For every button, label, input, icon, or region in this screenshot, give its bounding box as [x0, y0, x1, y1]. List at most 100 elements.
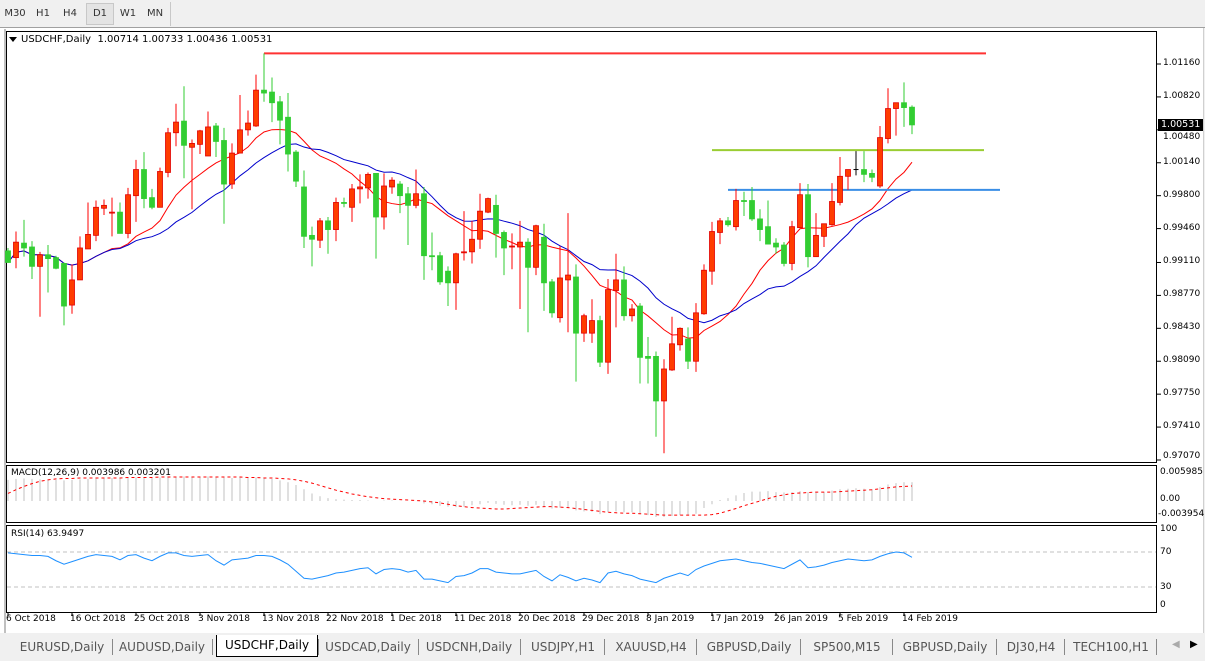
candle	[557, 246, 563, 323]
chart-tab[interactable]: USDCHF,Daily	[216, 635, 318, 657]
price-axis-label: 0.98090	[1163, 355, 1201, 366]
candle-body	[549, 281, 555, 314]
ma-fast-line	[7, 129, 913, 339]
candle	[901, 82, 907, 127]
candle-body	[509, 245, 515, 248]
timeframe-toolbar: M30 H1 H4 D1 W1 MN	[0, 0, 1205, 28]
tab-separator	[696, 639, 697, 655]
candle-body	[261, 89, 267, 94]
candle-body	[477, 210, 483, 240]
candle	[749, 186, 755, 221]
candle	[37, 251, 43, 317]
candle	[469, 220, 475, 264]
candle-body	[485, 198, 491, 213]
candle	[405, 186, 411, 246]
tab-scroll-right-icon[interactable]: ▶	[1190, 639, 1198, 650]
chart-tab[interactable]: EURUSD,Daily	[19, 640, 105, 654]
chart-tab[interactable]: TECH100,H1	[1073, 640, 1149, 654]
candle-body	[741, 200, 747, 202]
chart-tab[interactable]: USDCAD,Daily	[325, 640, 411, 654]
candle-body	[357, 186, 363, 190]
candle	[725, 216, 731, 227]
price-axis-label: 0.97750	[1163, 388, 1201, 399]
horizontal-lines[interactable]	[264, 52, 1000, 191]
candle-body	[789, 226, 795, 264]
price-axis-label: 0.99800	[1163, 189, 1201, 200]
timeframe-m30-button[interactable]: M30	[4, 8, 26, 19]
candle	[885, 88, 891, 144]
candle	[677, 327, 683, 351]
candle	[845, 169, 851, 190]
candle-body	[501, 232, 507, 249]
macd-axis-max: 0.005985	[1160, 467, 1203, 477]
candle-body	[805, 194, 811, 258]
candle	[213, 123, 219, 157]
candle	[685, 327, 691, 369]
collapse-triangle-icon[interactable]	[9, 36, 17, 42]
candle-body	[317, 220, 323, 241]
rsi-axis-0: 0	[1160, 600, 1166, 610]
candle-body	[125, 194, 131, 234]
candle-body	[669, 343, 675, 371]
candle-body	[685, 338, 691, 362]
candle	[381, 173, 387, 230]
candle	[237, 94, 243, 154]
candle	[21, 219, 27, 257]
candle	[821, 223, 827, 247]
candle	[861, 151, 867, 183]
candle-body	[325, 220, 331, 230]
candle-body	[189, 142, 195, 148]
timeframe-h1-button[interactable]: H1	[36, 8, 50, 19]
macd-histogram	[7, 476, 913, 517]
candle	[317, 217, 323, 248]
date-axis-label: 8 Jan 2019	[646, 614, 695, 624]
candle-body	[493, 204, 499, 234]
candle-body	[205, 126, 211, 157]
candle-body	[637, 305, 643, 358]
candle	[165, 127, 171, 178]
tab-separator	[520, 639, 521, 655]
candle-body	[373, 173, 379, 218]
timeframe-mn-button[interactable]: MN	[146, 8, 164, 19]
candle-body	[469, 238, 475, 253]
candle-body	[173, 121, 179, 134]
candle	[773, 238, 779, 254]
chart-tab[interactable]: USDJPY,H1	[531, 640, 595, 654]
toolbar-divider	[170, 2, 171, 26]
tab-scroll-left-icon[interactable]: ◀	[1172, 639, 1180, 650]
timeframe-h4-button[interactable]: H4	[63, 8, 77, 19]
candle-body	[453, 253, 459, 284]
candle	[5, 247, 11, 263]
candle	[589, 299, 595, 343]
candle-body	[197, 130, 203, 145]
date-axis-label: 22 Nov 2018	[326, 614, 384, 624]
macd-axis-min: -0.003954	[1158, 509, 1205, 519]
chart-tab[interactable]: XAUUSD,H4	[615, 640, 687, 654]
candle	[125, 187, 131, 239]
rsi-panel-frame	[6, 525, 1157, 613]
candle	[29, 241, 35, 279]
candle-body	[365, 173, 371, 189]
axis-ticks	[7, 63, 1161, 616]
chart-tab[interactable]: DJ30,H4	[1006, 640, 1056, 654]
candle	[805, 184, 811, 268]
candle	[501, 230, 507, 276]
main-panel-frame	[6, 31, 1157, 463]
moving-averages	[7, 129, 913, 339]
candle-body	[341, 202, 347, 204]
timeframe-d1-button[interactable]: D1	[86, 3, 114, 25]
chart-tab[interactable]: SP500,M15	[813, 640, 881, 654]
candle-body	[437, 255, 443, 283]
chart-tab[interactable]: GBPUSD,Daily	[706, 640, 792, 654]
timeframe-w1-button[interactable]: W1	[119, 8, 137, 19]
chart-tab[interactable]: USDCNH,Daily	[425, 640, 513, 654]
oscillator-lines	[7, 476, 913, 584]
candle	[581, 313, 587, 342]
tab-separator	[1064, 639, 1065, 655]
chart-tab[interactable]: GBPUSD,Daily	[902, 640, 988, 654]
chart-canvas[interactable]	[0, 0, 1205, 634]
chart-tab[interactable]: AUDUSD,Daily	[118, 640, 206, 654]
candle	[253, 74, 259, 127]
candle	[765, 200, 771, 245]
tab-separator	[212, 639, 213, 655]
